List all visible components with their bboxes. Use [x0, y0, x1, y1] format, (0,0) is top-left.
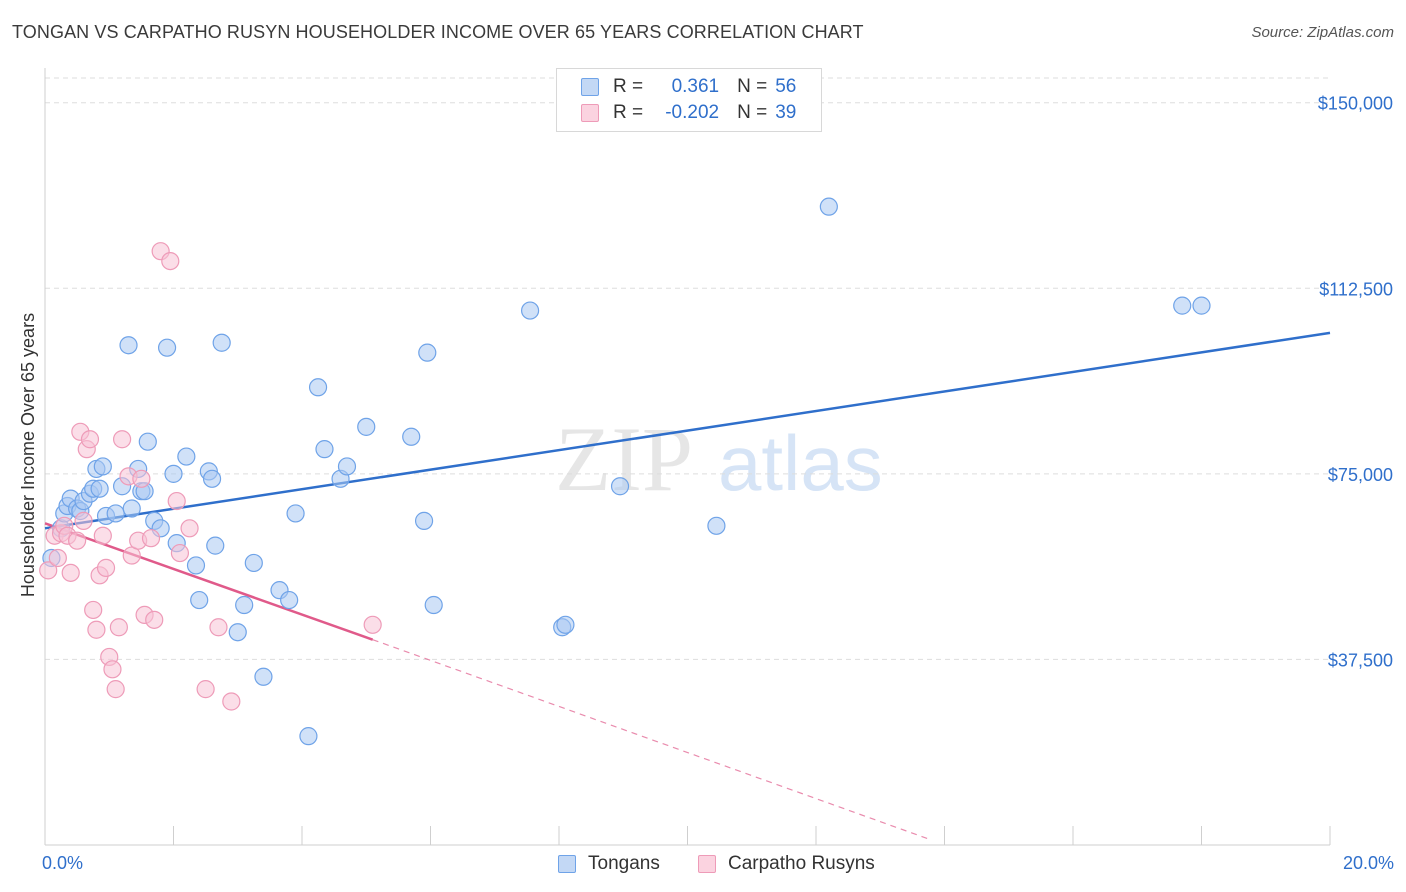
carpatho-rusyn-point: [363, 615, 382, 634]
carpatho-rusyns-trend-extension: [372, 639, 932, 841]
tongan-point: [186, 556, 206, 575]
axes: [44, 68, 1331, 846]
tongan-point: [424, 595, 443, 615]
tongan-point: [414, 511, 434, 530]
carpatho-rusyn-point: [209, 618, 228, 637]
carpatho-rusyns-swatch: [581, 104, 599, 122]
tongan-point: [106, 504, 125, 523]
carpatho-rusyn-point: [112, 430, 132, 449]
y-axis-label: Householder Income Over 65 years: [18, 313, 38, 597]
tongan-point: [819, 197, 838, 216]
tongan-point: [206, 536, 225, 555]
carpatho-rusyn-point: [106, 680, 125, 699]
tongan-point: [286, 504, 305, 523]
tongan-point: [418, 343, 437, 362]
tongan-point: [122, 499, 141, 518]
stats-legend-row-tongans: R = 0.361 N = 56: [581, 75, 796, 99]
tongan-point: [357, 417, 376, 436]
stats-legend: R = 0.361 N = 56 R = -0.202 N = 39: [556, 68, 822, 132]
legend-label-carpatho-rusyns: Carpatho Rusyns: [728, 853, 875, 874]
carpatho-rusyn-point: [141, 529, 161, 548]
carpatho-rusyn-point: [132, 469, 151, 488]
tongan-point: [202, 469, 222, 488]
legend-item-tongans[interactable]: Tongans: [558, 852, 660, 876]
carpatho-rusyn-point: [145, 610, 164, 629]
carpatho-rusyn-point: [103, 660, 122, 679]
stats-legend-row-carpatho-rusyns: R = -0.202 N = 39: [581, 101, 796, 125]
carpatho-rusyn-point: [84, 600, 103, 620]
tongan-point: [1173, 296, 1192, 315]
tongan-point: [1192, 296, 1211, 315]
chart-source: Source: ZipAtlas.com: [1251, 24, 1394, 41]
carpatho-rusyn-point: [39, 561, 58, 580]
y-tick-label: $112,500: [1319, 279, 1393, 299]
carpatho-rusyn-point: [167, 491, 186, 511]
tongan-point: [707, 516, 726, 535]
carpatho-rusyn-point: [68, 531, 87, 550]
n-label: N =: [737, 76, 768, 97]
y-tick-label: $75,000: [1328, 465, 1393, 485]
gridlines: [45, 77, 1330, 660]
carpatho-rusyn-point: [222, 692, 241, 711]
carpatho-rusyns-legend-swatch: [698, 855, 716, 873]
y-tick-labels: $37,500 $75,000 $112,500 $150,000: [1318, 94, 1393, 671]
carpatho-rusyn-point: [80, 430, 100, 449]
tongan-point: [299, 727, 318, 746]
tongan-point: [556, 615, 575, 634]
n-label: N =: [737, 102, 768, 123]
tongan-point: [138, 432, 157, 451]
tongan-point: [610, 477, 630, 496]
tongans-swatch: [581, 78, 599, 96]
x-tick-label-min: 0.0%: [42, 853, 83, 873]
tongans-trend-line: [44, 331, 1331, 530]
tongan-point: [228, 623, 247, 642]
tongan-point: [402, 427, 421, 446]
watermark-zip: ZIP: [555, 408, 693, 510]
tongan-point: [190, 590, 209, 610]
tongan-point: [244, 553, 263, 573]
tongan-point: [280, 590, 299, 610]
tongan-point: [212, 333, 231, 352]
carpatho-rusyn-point: [161, 251, 180, 271]
tongan-point: [119, 336, 138, 355]
carpatho-rusyn-point: [196, 680, 215, 699]
n-value: 56: [775, 76, 797, 97]
r-value: -0.202: [665, 102, 720, 123]
carpatho-rusyn-point: [61, 563, 80, 582]
r-value: 0.361: [671, 76, 720, 97]
watermark: ZIP atlas: [555, 408, 883, 510]
tongan-point: [235, 595, 254, 615]
carpatho-rusyn-point: [93, 526, 112, 545]
carpatho-rusyn-point: [87, 620, 106, 639]
carpatho-rusyn-point: [180, 519, 199, 538]
tongan-point: [177, 447, 196, 466]
data-points: [39, 197, 1211, 746]
x-tick-label-max: 20.0%: [1343, 853, 1394, 873]
carpatho-rusyn-point: [74, 511, 93, 530]
tongan-point: [93, 457, 112, 476]
carpatho-rusyn-point: [109, 618, 128, 637]
tongan-point: [157, 338, 177, 357]
y-tick-label: $150,000: [1318, 94, 1393, 114]
tongan-point: [337, 457, 357, 476]
legend-label-tongans: Tongans: [588, 853, 660, 874]
tongan-point: [315, 440, 334, 459]
carpatho-rusyn-point: [170, 543, 190, 563]
r-label: R =: [613, 102, 644, 123]
legend-item-carpatho-rusyns[interactable]: Carpatho Rusyns: [698, 852, 875, 876]
tongan-point: [90, 479, 109, 498]
tongan-point: [164, 464, 183, 483]
tongan-point: [308, 378, 328, 397]
tongan-point: [254, 667, 273, 686]
carpatho-rusyn-point: [96, 558, 116, 577]
tongans-legend-swatch: [558, 855, 576, 873]
carpatho-rusyn-point: [48, 548, 67, 568]
n-value: 39: [775, 102, 797, 123]
chart-title: TONGAN VS CARPATHO RUSYN HOUSEHOLDER INC…: [12, 22, 864, 42]
y-tick-label: $37,500: [1328, 650, 1393, 670]
watermark-atlas: atlas: [718, 419, 883, 507]
r-label: R =: [613, 76, 644, 97]
tongan-point: [520, 301, 540, 320]
